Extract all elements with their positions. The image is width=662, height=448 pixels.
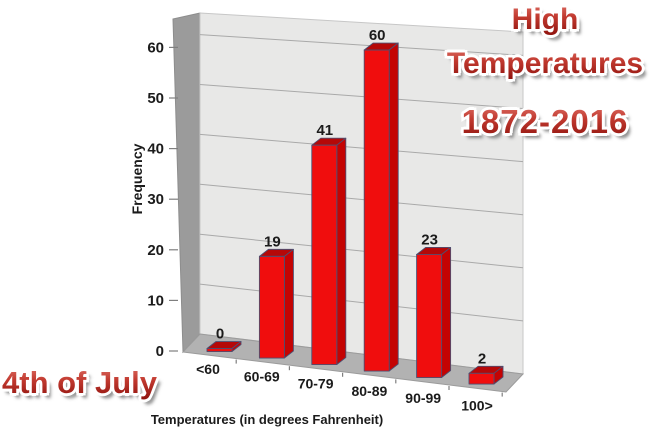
gridline-10 bbox=[199, 283, 524, 322]
bar-face bbox=[336, 137, 347, 365]
gridline-60 bbox=[199, 34, 524, 56]
bar-value-label: 23 bbox=[421, 231, 438, 248]
category-label: 70-79 bbox=[298, 376, 334, 392]
category-label: 90-99 bbox=[405, 390, 441, 406]
title-years-text: 1872-2016 bbox=[420, 103, 662, 141]
chart-side-wall bbox=[172, 12, 201, 354]
category-label: <60 bbox=[196, 361, 220, 377]
bar-value-label: 60 bbox=[369, 27, 386, 44]
bar-face bbox=[311, 144, 338, 365]
bar-value-label: 2 bbox=[478, 350, 486, 367]
bar-70-79 bbox=[311, 137, 347, 365]
title-line-1-outline: High bbox=[420, 1, 662, 39]
y-tick-label: 20 bbox=[147, 242, 164, 259]
chart-title-block: High High High Temperatures Temperatures… bbox=[420, 0, 662, 170]
x-axis-title: Temperatures (in degrees Fahrenheit) bbox=[150, 412, 384, 427]
gridline-20 bbox=[199, 233, 524, 269]
title-years-outline: 1872-2016 bbox=[420, 101, 662, 143]
bar-face bbox=[258, 255, 285, 359]
bar-90-99 bbox=[416, 247, 452, 378]
bar-face bbox=[388, 42, 399, 372]
title-line-1-shadow: High bbox=[420, 3, 662, 37]
title-line-2-shadow: Temperatures bbox=[420, 47, 662, 81]
title-line-2: Temperatures Temperatures Temperatures bbox=[420, 45, 662, 89]
bar-value-label: 19 bbox=[264, 233, 281, 250]
bar-100> bbox=[468, 365, 504, 385]
corner-label-text: 4th of July bbox=[2, 365, 232, 401]
category-label: 60-69 bbox=[244, 368, 280, 384]
title-years-shadow: 1872-2016 bbox=[420, 103, 662, 141]
bar-face bbox=[468, 372, 495, 385]
title-line-years: 1872-2016 1872-2016 1872-2016 bbox=[420, 101, 662, 150]
y-axis-title: Frequency bbox=[129, 143, 145, 215]
y-tick-label: 30 bbox=[147, 191, 164, 208]
title-line-2-outline: Temperatures bbox=[420, 45, 662, 83]
bar-face bbox=[283, 248, 294, 359]
gridline-50 bbox=[199, 84, 524, 109]
category-label: 80-89 bbox=[351, 383, 387, 399]
y-tick-label: 50 bbox=[147, 90, 164, 107]
bar-face bbox=[416, 254, 443, 378]
bar-face bbox=[441, 247, 452, 378]
bar-face bbox=[363, 49, 390, 372]
title-line-1-text: High bbox=[420, 3, 662, 37]
bar-<60 bbox=[206, 341, 242, 352]
bar-80-89 bbox=[363, 42, 399, 372]
corner-label-outline: 4th of July bbox=[0, 363, 232, 402]
y-tick-label: 10 bbox=[147, 292, 164, 309]
bar-value-label: 41 bbox=[316, 122, 333, 139]
gridline-30 bbox=[199, 183, 524, 216]
category-label: 100> bbox=[461, 398, 493, 414]
bar-60-69 bbox=[258, 248, 294, 359]
bar-face bbox=[206, 348, 233, 352]
y-tick-label: 60 bbox=[147, 39, 164, 56]
y-tick-label: 40 bbox=[147, 141, 164, 158]
title-line-2-text: Temperatures bbox=[420, 47, 662, 81]
gridline-40 bbox=[199, 133, 524, 163]
bar-value-label: 0 bbox=[216, 326, 224, 343]
title-line-1: High High High bbox=[420, 1, 662, 45]
corner-label-4th-of-july: 4th of July 4th of July 4th of July bbox=[0, 363, 232, 412]
corner-label-shadow: 4th of July bbox=[2, 365, 232, 401]
y-tick-label: 0 bbox=[156, 343, 164, 360]
